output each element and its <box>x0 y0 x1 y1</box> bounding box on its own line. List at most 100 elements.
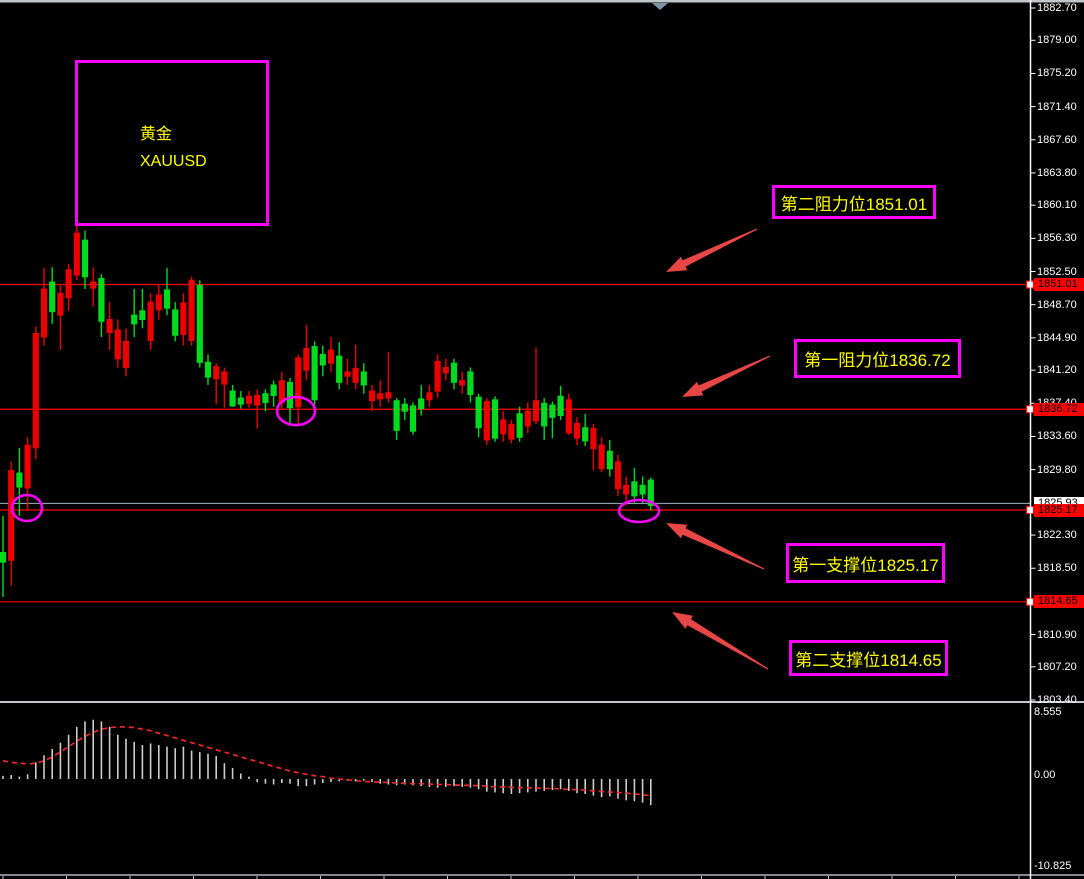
candle-body <box>377 393 384 400</box>
candle-body <box>647 479 654 506</box>
candle-body <box>147 301 154 341</box>
candle-body <box>311 346 318 401</box>
candle-body <box>565 399 572 434</box>
price-axis-label: 1833.60 <box>1037 430 1077 443</box>
price-axis-label: 1867.60 <box>1037 133 1077 146</box>
price-axis-label: 1803.40 <box>1037 693 1077 706</box>
highlight-ellipse[interactable] <box>617 498 661 524</box>
candle-body <box>418 398 425 410</box>
scroll-position-marker-icon <box>652 3 668 10</box>
candle-body <box>0 552 7 563</box>
panel-separator[interactable] <box>0 701 1084 703</box>
candle-body <box>639 484 646 495</box>
candle-body <box>139 310 146 321</box>
time-axis-line <box>0 874 1084 876</box>
candle-body <box>516 413 523 438</box>
candle-body <box>327 349 335 364</box>
price-axis-label: 1860.10 <box>1037 199 1077 212</box>
price-axis-label: 1844.90 <box>1037 331 1077 344</box>
price-axis-label: 1829.80 <box>1037 463 1077 476</box>
candle-body <box>557 395 564 417</box>
candle-body <box>57 292 64 316</box>
candle-body <box>483 401 490 441</box>
resistance1-label-box[interactable]: 第一阻力位1836.72 <box>794 339 961 378</box>
annotation-arrow[interactable] <box>666 228 758 273</box>
annotation-arrow[interactable] <box>666 523 765 570</box>
candle-body <box>73 232 80 276</box>
candle-body <box>344 371 351 377</box>
price-axis-label: 1822.30 <box>1037 529 1077 542</box>
candle-body <box>295 357 302 408</box>
candle-body <box>360 371 367 386</box>
candle-body <box>541 402 548 427</box>
candle-body <box>434 360 441 392</box>
indicator-axis-label: -10.825 <box>1034 860 1072 872</box>
candle-body <box>237 397 244 405</box>
top-border <box>0 0 1084 3</box>
candle-body <box>163 289 171 309</box>
indicator-axis-label: 0.00 <box>1034 769 1056 781</box>
level-price-tag: 1825.17 <box>1034 503 1084 517</box>
support2-label-box[interactable]: 第二支撑位1814.65 <box>789 640 948 676</box>
highlight-ellipse[interactable] <box>10 493 44 523</box>
macd-signal-line <box>2 726 651 797</box>
candle-body <box>368 390 376 402</box>
candle-body <box>196 284 203 363</box>
candle-body <box>303 347 310 371</box>
price-axis-label: 1879.00 <box>1037 34 1077 47</box>
candle-body <box>508 423 515 440</box>
candle-body <box>24 444 31 489</box>
candle-body <box>491 399 499 439</box>
candle-body <box>573 422 581 439</box>
resistance2-label: 第二阻力位1851.01 <box>780 194 928 214</box>
price-axis-label: 1856.30 <box>1037 232 1077 245</box>
price-axis-label: 1848.70 <box>1037 298 1077 311</box>
candle-body <box>180 302 187 335</box>
candle-body <box>221 371 228 385</box>
annotation-arrow[interactable] <box>672 612 769 670</box>
candle-body <box>582 427 589 442</box>
candle-body <box>8 469 15 561</box>
candle-body <box>106 319 113 334</box>
support1-label-box[interactable]: 第一支撑位1825.17 <box>786 543 945 583</box>
candle-body <box>245 395 253 404</box>
highlight-ellipse[interactable] <box>275 395 317 427</box>
candle-body <box>606 450 613 470</box>
candle-body <box>254 394 261 406</box>
candle-body <box>155 294 162 311</box>
candle-body <box>442 367 449 374</box>
candle-body <box>385 392 392 399</box>
candle-body <box>114 329 121 360</box>
candle-body <box>49 281 56 313</box>
candle-body <box>524 410 531 427</box>
annotation-arrow[interactable] <box>682 355 771 398</box>
candle-body <box>65 269 72 299</box>
candle-body <box>270 384 277 396</box>
level-price-tag: 1836.72 <box>1034 402 1084 416</box>
candlestick-series <box>0 226 654 598</box>
candle-body <box>319 353 326 366</box>
candle-body <box>16 472 23 488</box>
candle-body <box>500 419 507 435</box>
price-axis-label: 1863.80 <box>1037 166 1077 179</box>
price-axis-label: 1810.90 <box>1037 628 1077 641</box>
level-price-tag: 1851.01 <box>1034 278 1084 292</box>
support1-label: 第一支撑位1825.17 <box>792 555 939 575</box>
price-axis-label: 1871.40 <box>1037 100 1077 113</box>
candle-body <box>286 381 294 409</box>
price-axis-label: 1818.50 <box>1037 562 1077 575</box>
candle-body <box>450 362 458 383</box>
candle-body <box>426 392 433 401</box>
candle-body <box>631 481 638 497</box>
candle-body <box>131 314 138 325</box>
level-price-tag: 1814.65 <box>1034 595 1084 609</box>
candle-body <box>172 309 179 336</box>
candle-body <box>409 405 417 432</box>
candle-body <box>32 332 39 449</box>
candle-body <box>90 281 97 289</box>
symbol-annotation-box[interactable]: 黄金 XAUUSD <box>75 60 269 226</box>
candle-body <box>590 428 597 450</box>
resistance2-label-box[interactable]: 第二阻力位1851.01 <box>772 185 936 219</box>
